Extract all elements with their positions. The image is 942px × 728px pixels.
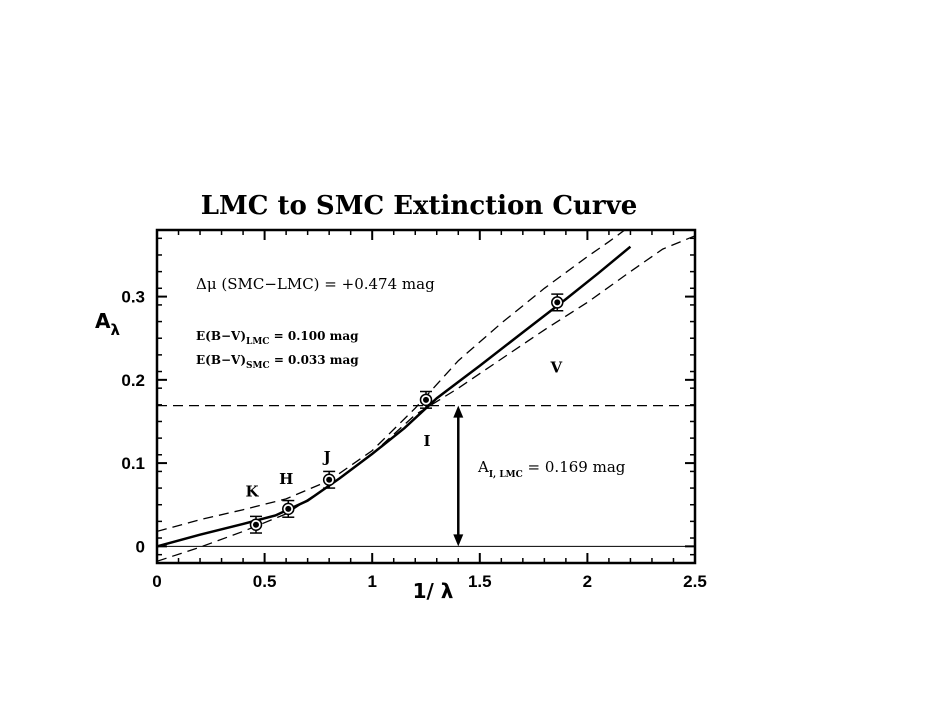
x-tick-label: 0.5 — [253, 572, 277, 591]
data-point-I — [423, 396, 429, 403]
band-label-H: H — [279, 470, 293, 488]
data-point-J — [326, 476, 333, 483]
data-points: K H J I V — [245, 293, 564, 534]
ebv-smc-annotation: E(B−V)SMC = 0.033 mag — [196, 353, 359, 371]
plot-frame — [155, 228, 697, 565]
y-tick-label: 0.1 — [121, 454, 145, 473]
y-tick-label: 0 — [136, 537, 145, 556]
band-label-K: K — [245, 483, 259, 501]
ebv-lmc-annotation: E(B−V)LMC = 0.100 mag — [196, 329, 359, 347]
ai-arrow-head-bottom — [453, 534, 464, 547]
y-tick-label: 0.2 — [121, 371, 145, 390]
reference-lines — [157, 405, 695, 547]
y-axis-label: Aλ — [95, 309, 120, 339]
band-label-I: I — [423, 432, 430, 450]
delta-mu-annotation: Δμ (SMC−LMC) = +0.474 mag — [196, 275, 435, 293]
y-tick-label: 0.3 — [121, 288, 145, 307]
x-tick-labels: 0 0.5 1 1.5 2 2.5 — [152, 572, 707, 591]
y-tick-labels: 0 0.1 0.2 0.3 — [121, 288, 145, 557]
data-point-V — [554, 299, 561, 306]
x-tick-label: 1 — [367, 572, 376, 591]
x-tick-label: 1.5 — [468, 572, 492, 591]
data-point-H — [285, 505, 292, 512]
ai-lmc-annotation: AI, LMC = 0.169 mag — [477, 458, 626, 480]
dashed-bound-line-1 — [157, 230, 626, 533]
band-label-V: V — [549, 358, 562, 376]
ai-arrow-head-top — [453, 405, 464, 418]
data-point-K — [252, 521, 259, 528]
x-tick-label: 2 — [583, 572, 592, 591]
chart-title: LMC to SMC Extinction Curve — [201, 191, 638, 221]
dashed-bound-line-2 — [157, 235, 695, 562]
band-label-J: J — [322, 448, 331, 466]
x-tick-label: 0 — [152, 572, 161, 591]
x-tick-label: 2.5 — [683, 572, 707, 591]
x-axis-label: 1/ λ — [413, 579, 454, 603]
axis-ticks — [156, 230, 696, 563]
